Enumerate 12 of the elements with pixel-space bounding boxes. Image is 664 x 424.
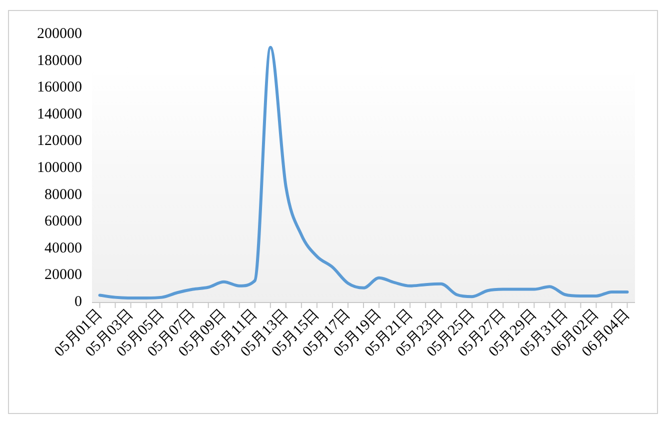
y-tick-label: 140000 bbox=[37, 106, 82, 122]
y-tick-label: 20000 bbox=[44, 267, 82, 284]
y-tick-label: 100000 bbox=[37, 160, 82, 176]
line-series bbox=[98, 46, 629, 300]
y-tick-label: 120000 bbox=[37, 133, 82, 150]
y-tick-label: 40000 bbox=[44, 240, 82, 256]
y-tick-label: 0 bbox=[74, 294, 82, 310]
y-tick-label: 180000 bbox=[37, 52, 82, 69]
y-tick-label: 200000 bbox=[37, 26, 82, 42]
y-tick-label: 160000 bbox=[37, 80, 82, 96]
y-tick-label: 80000 bbox=[44, 186, 82, 203]
y-tick-label: 60000 bbox=[44, 214, 82, 230]
